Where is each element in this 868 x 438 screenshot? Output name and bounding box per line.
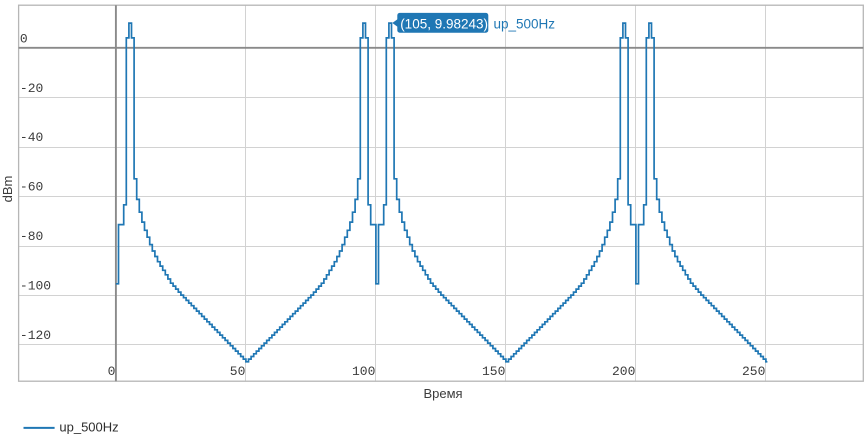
svg-text:250: 250 [742, 364, 765, 379]
svg-text:-60: -60 [20, 180, 43, 195]
svg-text:-100: -100 [20, 279, 51, 294]
svg-text:-40: -40 [20, 130, 43, 145]
svg-text:150: 150 [482, 364, 505, 379]
svg-text:-20: -20 [20, 81, 43, 96]
svg-text:200: 200 [612, 364, 635, 379]
svg-text:(105, 9.98243): (105, 9.98243) [400, 16, 488, 31]
svg-text:100: 100 [352, 364, 375, 379]
svg-text:dBm: dBm [0, 176, 15, 203]
svg-text:-120: -120 [20, 328, 51, 343]
svg-text:0: 0 [108, 364, 116, 379]
svg-text:-80: -80 [20, 229, 43, 244]
svg-text:50: 50 [230, 364, 246, 379]
svg-text:Время: Время [423, 386, 462, 401]
svg-text:up_500Hz: up_500Hz [494, 17, 556, 32]
svg-text:up_500Hz: up_500Hz [59, 420, 118, 435]
svg-text:0: 0 [20, 31, 28, 46]
